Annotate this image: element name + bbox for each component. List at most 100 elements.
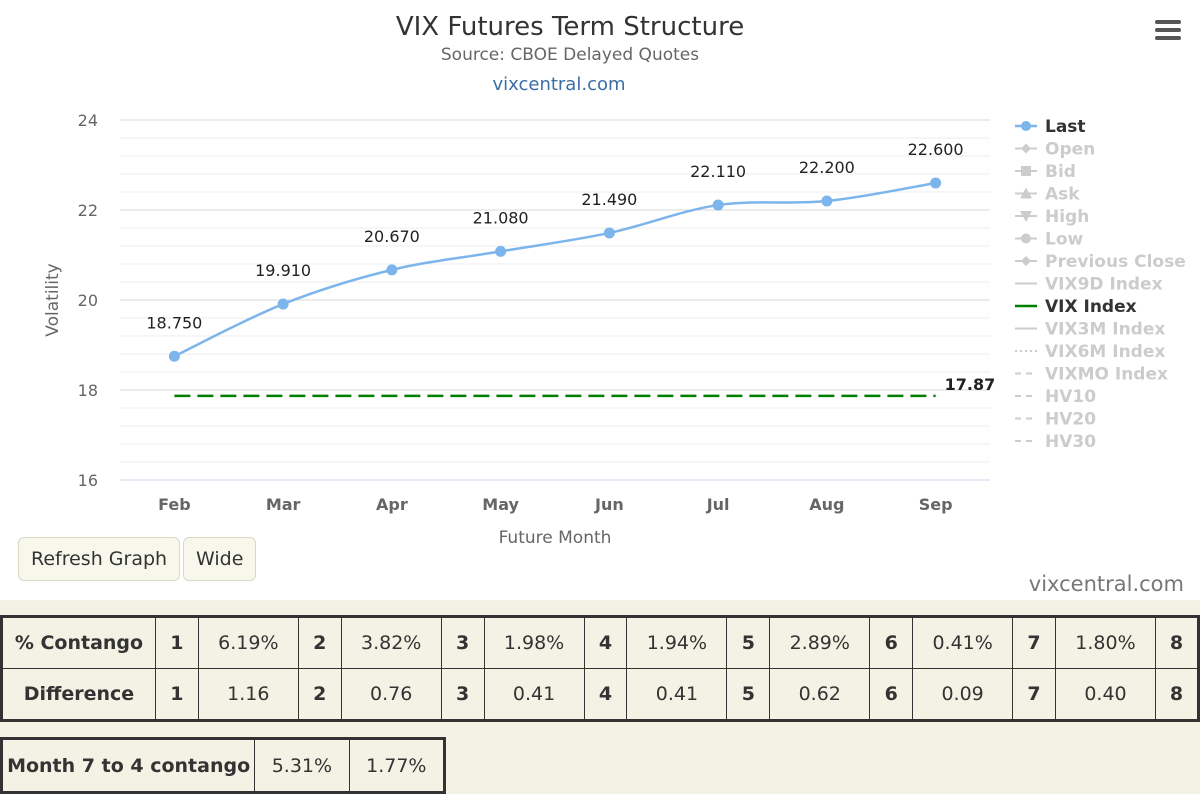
legend-label: VIX3M Index bbox=[1045, 320, 1165, 340]
legend-item[interactable]: Last bbox=[1015, 117, 1086, 137]
data-label-last: 22.600 bbox=[908, 140, 964, 159]
data-label-last: 21.490 bbox=[581, 190, 637, 209]
legend-label: HV10 bbox=[1045, 387, 1096, 407]
data-point-last[interactable] bbox=[930, 177, 942, 189]
legend-item[interactable]: HV10 bbox=[1015, 387, 1096, 407]
month-number: 6 bbox=[869, 668, 914, 721]
month-contango-table: Month 7 to 4 contango 5.31% 1.77% bbox=[0, 737, 446, 794]
table-row: % Contango 1 6.19% 2 3.82% 3 1.98% 4 1.94% 5 2.89%… bbox=[1, 616, 1200, 669]
table-cell-value: 1.94% bbox=[626, 616, 728, 669]
row-label: % Contango bbox=[1, 616, 156, 669]
month-number: 1 bbox=[154, 668, 199, 721]
legend-item[interactable]: VIX Index bbox=[1015, 297, 1137, 317]
legend-item[interactable]: HV20 bbox=[1015, 410, 1096, 430]
x-tick-label: Aug bbox=[809, 495, 844, 514]
legend-diamond-icon bbox=[1021, 143, 1031, 154]
legend-label: Previous Close bbox=[1045, 252, 1186, 272]
legend-item[interactable]: Previous Close bbox=[1015, 252, 1186, 272]
y-axis-label: Volatility bbox=[43, 263, 63, 336]
chart-svg: VIX Futures Term Structure Source: CBOE … bbox=[43, 12, 1186, 548]
refresh-graph-button[interactable]: Refresh Graph bbox=[18, 537, 181, 581]
y-tick-label: 22 bbox=[78, 201, 98, 220]
data-label-last: 18.750 bbox=[146, 313, 202, 332]
data-point-last[interactable] bbox=[495, 245, 507, 257]
data-point-last[interactable] bbox=[603, 227, 615, 239]
month-number: 6 bbox=[869, 616, 914, 669]
table-cell-value: 0.41% bbox=[912, 616, 1014, 669]
data-label-last: 22.110 bbox=[690, 162, 746, 181]
x-tick-label: Apr bbox=[376, 495, 408, 514]
table-cell-value: 1.16 bbox=[197, 668, 299, 721]
legend-label: VIXMO Index bbox=[1045, 365, 1168, 385]
table-cell-value: 6.19% bbox=[197, 616, 299, 669]
legend-label: HV30 bbox=[1045, 432, 1096, 452]
month-number: 7 bbox=[1012, 668, 1057, 721]
table-cell-value: 0.41 bbox=[626, 668, 728, 721]
contango-table: % Contango 1 6.19% 2 3.82% 3 1.98% 4 1.94% 5 2.89%… bbox=[0, 615, 1200, 722]
table-cell-value: 1.80% bbox=[1055, 616, 1156, 669]
legend-item[interactable]: VIXMO Index bbox=[1015, 365, 1168, 385]
legend-item[interactable]: VIX3M Index bbox=[1015, 320, 1165, 340]
legend-item[interactable]: VIX9D Index bbox=[1015, 275, 1163, 295]
y-tick-label: 18 bbox=[78, 381, 98, 400]
month-number: 2 bbox=[297, 616, 342, 669]
month-number: 8 bbox=[1154, 668, 1200, 721]
table-cell-value: 0.40 bbox=[1055, 668, 1156, 721]
table-cell-value: 0.76 bbox=[340, 668, 442, 721]
y-tick-label: 24 bbox=[78, 111, 98, 130]
month-number: 5 bbox=[726, 616, 771, 669]
data-label-vix-index: 17.87 bbox=[945, 375, 996, 394]
data-point-last[interactable] bbox=[712, 199, 724, 211]
legend-diamond-icon bbox=[1021, 256, 1031, 266]
x-tick-label: Jun bbox=[594, 495, 624, 514]
table-cell-value: 0.09 bbox=[912, 668, 1014, 721]
y-tick-label: 16 bbox=[78, 471, 98, 490]
month-contango-label: Month 7 to 4 contango bbox=[0, 738, 256, 793]
month-number: 1 bbox=[154, 616, 199, 669]
stats-area: % Contango 1 6.19% 2 3.82% 3 1.98% 4 1.94% 5 2.89%… bbox=[0, 600, 1200, 794]
hamburger-menu-icon[interactable] bbox=[1150, 16, 1186, 48]
month-contango-value-2: 1.77% bbox=[348, 738, 446, 793]
table-cell-value: 2.89% bbox=[769, 616, 871, 669]
month-number: 3 bbox=[440, 668, 485, 721]
wide-button[interactable]: Wide bbox=[183, 537, 257, 581]
data-label-last: 21.080 bbox=[473, 208, 529, 227]
table-cell-value: 3.82% bbox=[340, 616, 442, 669]
chart-credit[interactable]: vixcentral.com bbox=[492, 74, 625, 95]
data-point-last[interactable] bbox=[168, 350, 180, 362]
legend-label: Bid bbox=[1045, 162, 1076, 182]
y-tick-label: 20 bbox=[78, 291, 98, 310]
data-label-last: 19.910 bbox=[255, 261, 311, 280]
month-number: 7 bbox=[1012, 616, 1057, 669]
legend-circle-icon bbox=[1021, 121, 1031, 131]
month-contango-value-1: 5.31% bbox=[254, 738, 350, 793]
legend-item[interactable]: Ask bbox=[1015, 185, 1080, 205]
legend-item[interactable]: HV30 bbox=[1015, 432, 1096, 452]
table-cell-value: 1.98% bbox=[483, 616, 585, 669]
month-number: 4 bbox=[583, 616, 628, 669]
data-label-last: 22.200 bbox=[799, 158, 855, 177]
row-label: Difference bbox=[1, 668, 156, 721]
legend-label: VIX9D Index bbox=[1045, 275, 1163, 295]
month-number: 2 bbox=[297, 668, 342, 721]
legend-item[interactable]: VIX6M Index bbox=[1015, 342, 1165, 362]
month-number: 4 bbox=[583, 668, 628, 721]
legend-item[interactable]: Bid bbox=[1015, 162, 1076, 182]
legend-item[interactable]: Low bbox=[1015, 230, 1084, 250]
watermark: vixcentral.com bbox=[1028, 572, 1184, 596]
table-row: Difference 1 1.16 2 0.76 3 0.41 4 0.41 5 0.62 6 0.09… bbox=[1, 668, 1200, 721]
legend-label: Ask bbox=[1045, 185, 1080, 205]
legend-circle-icon bbox=[1021, 233, 1031, 244]
legend-label: Low bbox=[1045, 230, 1084, 250]
table-row: Month 7 to 4 contango 5.31% 1.77% bbox=[0, 738, 446, 793]
data-point-last[interactable] bbox=[277, 298, 289, 310]
data-point-last[interactable] bbox=[821, 195, 833, 207]
legend-item[interactable]: High bbox=[1015, 207, 1089, 227]
x-tick-label: Sep bbox=[919, 495, 953, 514]
chart-area: VIX Futures Term Structure Source: CBOE … bbox=[18, 12, 1186, 596]
legend-item[interactable]: Open bbox=[1015, 140, 1095, 160]
data-point-last[interactable] bbox=[386, 264, 398, 276]
data-label-last: 20.670 bbox=[364, 227, 420, 246]
legend-square-icon bbox=[1021, 166, 1031, 176]
legend-triangle-down-icon bbox=[1020, 211, 1032, 222]
